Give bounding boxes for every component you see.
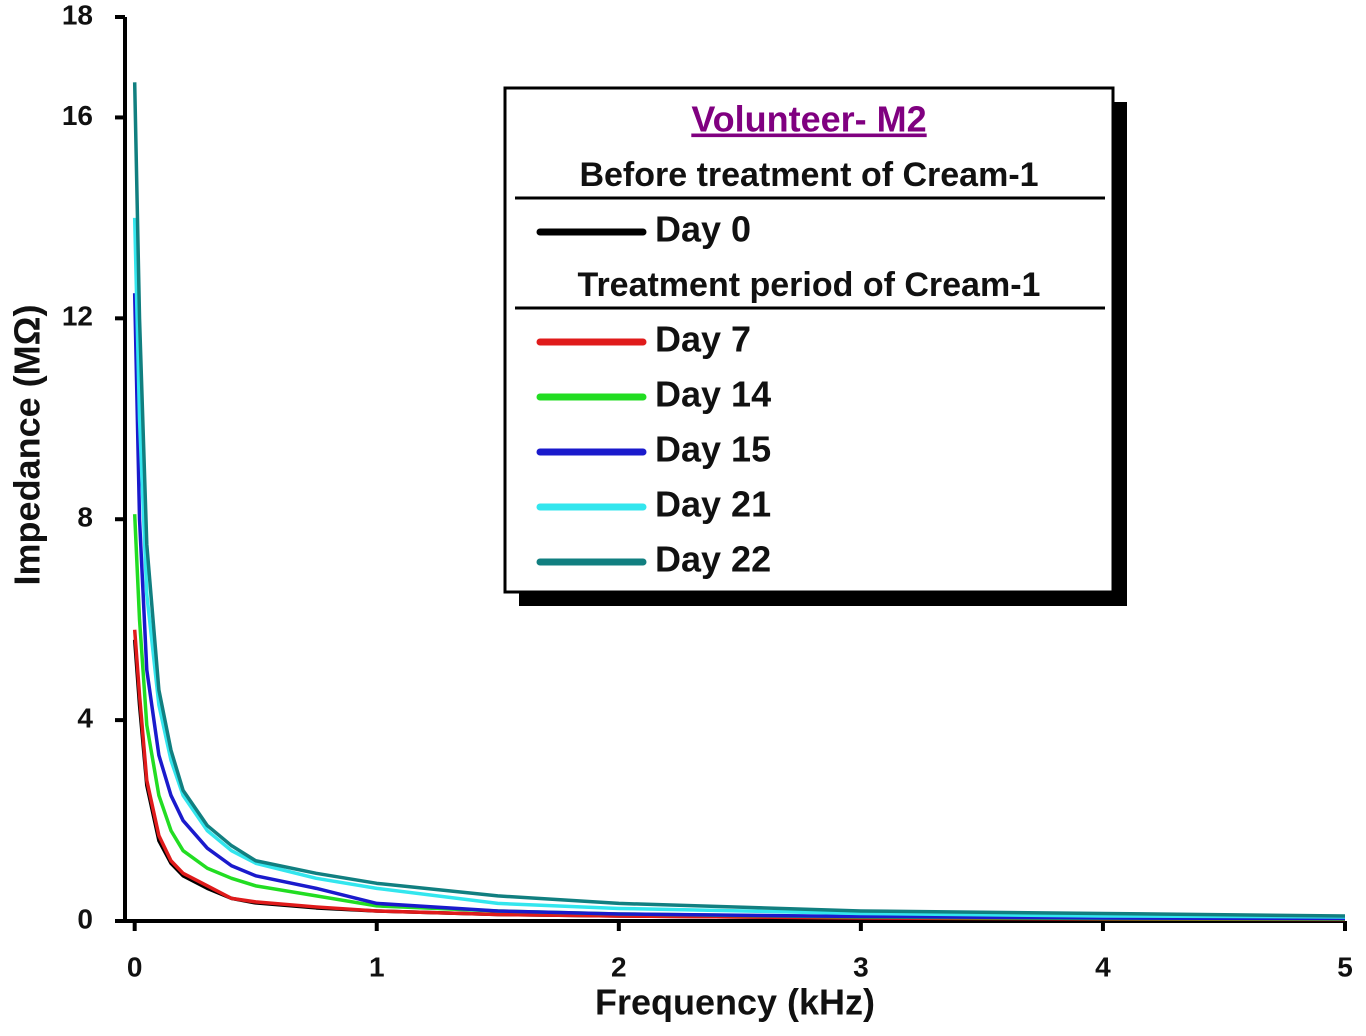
legend-label: Day 22 (655, 539, 771, 580)
data-line (132, 82, 1346, 918)
legend-heading: Treatment period of Cream-1 (578, 266, 1041, 304)
x-tick-label: 3 (853, 951, 869, 982)
y-tick-label: 0 (77, 903, 93, 934)
y-tick-label: 8 (77, 502, 93, 533)
y-tick-label: 12 (62, 301, 93, 332)
legend-label: Day 0 (655, 209, 751, 250)
legend-label: Day 15 (655, 429, 771, 470)
x-tick-label: 1 (369, 951, 385, 982)
legend-title: Volunteer- M2 (691, 99, 926, 140)
x-tick-label: 5 (1337, 951, 1353, 982)
x-tick-label: 0 (127, 951, 143, 982)
y-tick-label: 18 (62, 0, 93, 30)
data-line (132, 293, 1346, 921)
legend-label: Day 14 (655, 374, 771, 415)
legend-label: Day 21 (655, 484, 771, 525)
legend-label: Day 7 (655, 319, 751, 360)
data-line (132, 629, 1346, 922)
legend-heading: Before treatment of Cream-1 (579, 156, 1038, 194)
y-tick-label: 16 (62, 100, 93, 131)
data-line (132, 217, 1346, 919)
x-axis-label: Frequency (kHz) (595, 982, 875, 1023)
x-tick-label: 4 (1095, 951, 1111, 982)
x-tick-label: 2 (611, 951, 627, 982)
y-axis-label: Impedance (MΩ) (7, 305, 48, 586)
y-tick-label: 4 (77, 703, 93, 734)
